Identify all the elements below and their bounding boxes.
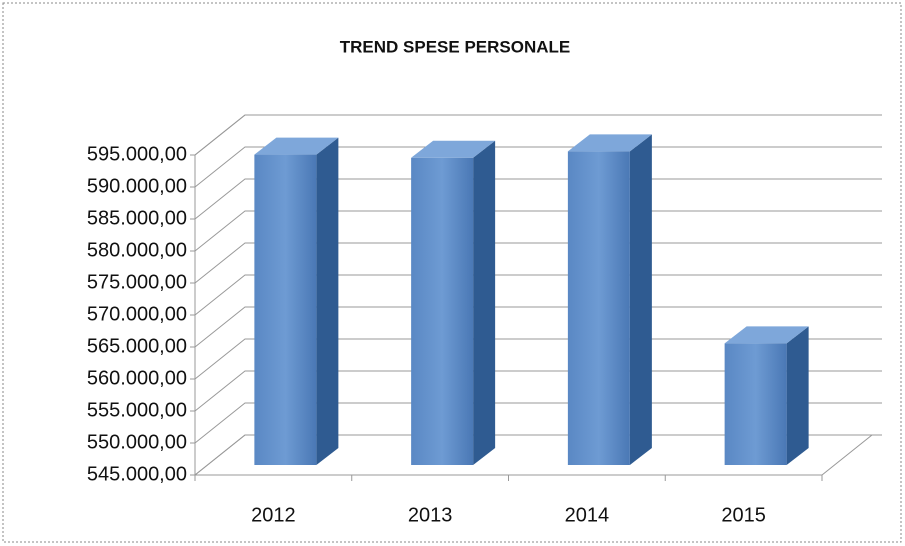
grid-line: [194, 402, 882, 444]
y-tick-label: 570.000,00: [87, 303, 187, 325]
x-tick-label: 2012: [251, 504, 296, 526]
y-tick-label: 590.000,00: [87, 175, 187, 197]
y-tick-label: 575.000,00: [87, 271, 187, 293]
y-tick-label: 580.000,00: [87, 239, 187, 261]
bar: [254, 137, 339, 465]
y-tick-label: 565.000,00: [87, 335, 187, 357]
grid-line: [194, 306, 882, 348]
bar-side: [473, 140, 496, 466]
y-tick-label: 595.000,00: [87, 143, 187, 165]
bar-side: [316, 137, 339, 465]
grid-line: [194, 434, 882, 476]
bar-front: [411, 157, 474, 466]
bar-front: [254, 154, 317, 465]
bar-top: [567, 134, 652, 152]
grid-line: [194, 210, 882, 252]
x-tick-label: 2013: [408, 504, 453, 526]
bar-side: [786, 326, 809, 465]
grid-line: [194, 274, 882, 316]
grid-line: [194, 146, 882, 188]
bar-front: [567, 151, 630, 465]
grid-line: [194, 370, 882, 412]
grid-line: [194, 338, 882, 380]
bar-top: [411, 140, 496, 158]
x-tick-label: 2015: [721, 504, 766, 526]
bar-top: [724, 326, 809, 344]
y-tick-label: 550.000,00: [87, 431, 187, 453]
y-tick-label: 560.000,00: [87, 367, 187, 389]
y-tick-label: 585.000,00: [87, 207, 187, 229]
x-tick-label: 2014: [565, 504, 610, 526]
bar-side: [629, 134, 652, 465]
bar: [567, 134, 652, 465]
grid-line: [194, 242, 882, 284]
bar-front: [724, 343, 787, 465]
grid-line: [194, 178, 882, 220]
y-tick-label: 555.000,00: [87, 399, 187, 421]
bar: [411, 140, 496, 466]
bar-top: [254, 137, 339, 155]
chart-title: TREND SPESE PERSONALE: [340, 37, 571, 56]
grid-line: [194, 114, 882, 156]
bar: [724, 326, 809, 465]
y-tick-label: 545.000,00: [87, 463, 187, 485]
